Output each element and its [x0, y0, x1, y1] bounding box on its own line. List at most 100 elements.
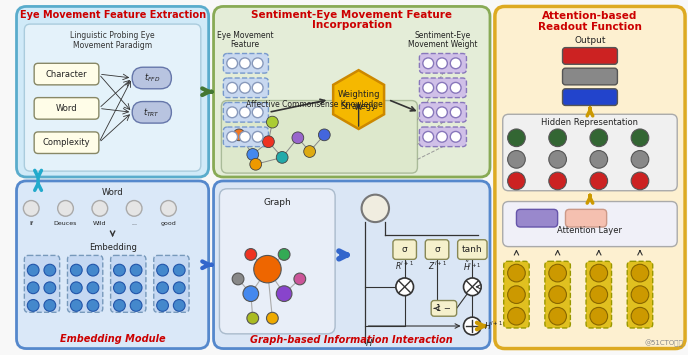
FancyBboxPatch shape — [224, 127, 268, 147]
Text: Embedding: Embedding — [89, 243, 136, 252]
Text: Attention Layer: Attention Layer — [557, 226, 623, 235]
Circle shape — [277, 286, 292, 301]
Circle shape — [266, 312, 278, 324]
FancyBboxPatch shape — [503, 202, 677, 247]
Circle shape — [590, 286, 608, 304]
Circle shape — [243, 286, 259, 301]
Text: Hidden Representation: Hidden Representation — [541, 118, 638, 127]
Circle shape — [423, 107, 433, 118]
Circle shape — [631, 172, 649, 190]
Text: Complexity: Complexity — [43, 138, 90, 147]
FancyBboxPatch shape — [34, 132, 99, 153]
Circle shape — [631, 129, 649, 147]
Text: Sentiment-Eye: Sentiment-Eye — [415, 31, 471, 40]
Circle shape — [233, 129, 245, 141]
Circle shape — [549, 129, 566, 147]
Circle shape — [173, 282, 185, 294]
FancyBboxPatch shape — [627, 261, 653, 328]
Text: Readout Function: Readout Function — [538, 22, 642, 32]
Circle shape — [44, 264, 56, 276]
Circle shape — [277, 152, 288, 163]
Text: $Z^{l+1}$: $Z^{l+1}$ — [427, 260, 447, 272]
Circle shape — [263, 136, 275, 148]
Circle shape — [58, 201, 74, 216]
Text: tanh: tanh — [462, 245, 483, 254]
Circle shape — [114, 282, 125, 294]
Circle shape — [227, 131, 237, 142]
Circle shape — [23, 201, 39, 216]
FancyBboxPatch shape — [219, 189, 335, 334]
Circle shape — [114, 264, 125, 276]
Circle shape — [157, 264, 169, 276]
Text: Weighting: Weighting — [337, 90, 380, 99]
Circle shape — [70, 282, 82, 294]
FancyBboxPatch shape — [132, 67, 171, 89]
Circle shape — [590, 151, 608, 168]
Circle shape — [319, 129, 330, 141]
Circle shape — [396, 278, 413, 296]
Text: $t_{TRT}$: $t_{TRT}$ — [143, 106, 160, 119]
Circle shape — [437, 107, 447, 118]
Circle shape — [423, 58, 433, 69]
Text: Deuces: Deuces — [54, 220, 77, 225]
Circle shape — [28, 282, 39, 294]
Circle shape — [508, 307, 525, 325]
Circle shape — [508, 286, 525, 304]
FancyBboxPatch shape — [420, 54, 466, 73]
FancyBboxPatch shape — [393, 240, 416, 260]
Text: Word: Word — [56, 104, 77, 113]
Text: @51CTO博客: @51CTO博客 — [645, 339, 683, 346]
Circle shape — [114, 300, 125, 311]
FancyBboxPatch shape — [420, 127, 466, 147]
FancyBboxPatch shape — [34, 98, 99, 119]
FancyBboxPatch shape — [563, 68, 617, 85]
Circle shape — [294, 273, 305, 285]
Circle shape — [549, 172, 566, 190]
Circle shape — [227, 107, 237, 118]
Text: Word: Word — [102, 188, 123, 197]
Circle shape — [303, 146, 316, 157]
Circle shape — [254, 256, 281, 283]
Text: Wild: Wild — [93, 220, 107, 225]
FancyBboxPatch shape — [566, 209, 607, 227]
Circle shape — [631, 307, 649, 325]
Circle shape — [631, 151, 649, 168]
Circle shape — [173, 300, 185, 311]
FancyBboxPatch shape — [517, 209, 557, 227]
Circle shape — [239, 82, 250, 93]
FancyBboxPatch shape — [153, 256, 189, 312]
Circle shape — [450, 107, 461, 118]
Circle shape — [508, 151, 525, 168]
FancyBboxPatch shape — [563, 48, 617, 64]
Circle shape — [173, 264, 185, 276]
FancyBboxPatch shape — [213, 181, 490, 349]
Circle shape — [631, 286, 649, 304]
Text: Output: Output — [574, 36, 605, 45]
Circle shape — [450, 82, 461, 93]
Circle shape — [437, 82, 447, 93]
FancyBboxPatch shape — [458, 240, 487, 260]
Text: Eye Movement Feature Extraction: Eye Movement Feature Extraction — [19, 10, 206, 20]
Text: $H^{l+1}$: $H^{l+1}$ — [484, 320, 504, 332]
Text: Character: Character — [45, 70, 87, 78]
Circle shape — [239, 107, 250, 118]
Circle shape — [252, 82, 263, 93]
FancyBboxPatch shape — [224, 78, 268, 98]
FancyBboxPatch shape — [420, 103, 466, 122]
Circle shape — [239, 58, 250, 69]
FancyBboxPatch shape — [504, 261, 529, 328]
Text: Incorporation: Incorporation — [312, 20, 392, 30]
Circle shape — [239, 131, 250, 142]
Text: Graph-based Information Interaction: Graph-based Information Interaction — [250, 335, 453, 345]
Circle shape — [549, 151, 566, 168]
FancyBboxPatch shape — [34, 63, 99, 85]
Circle shape — [92, 201, 108, 216]
Circle shape — [70, 264, 82, 276]
Text: good: good — [160, 220, 176, 225]
Circle shape — [87, 300, 99, 311]
Text: Movement Weight: Movement Weight — [408, 40, 477, 49]
Circle shape — [423, 131, 433, 142]
Circle shape — [464, 317, 481, 335]
Circle shape — [423, 82, 433, 93]
Circle shape — [590, 307, 608, 325]
